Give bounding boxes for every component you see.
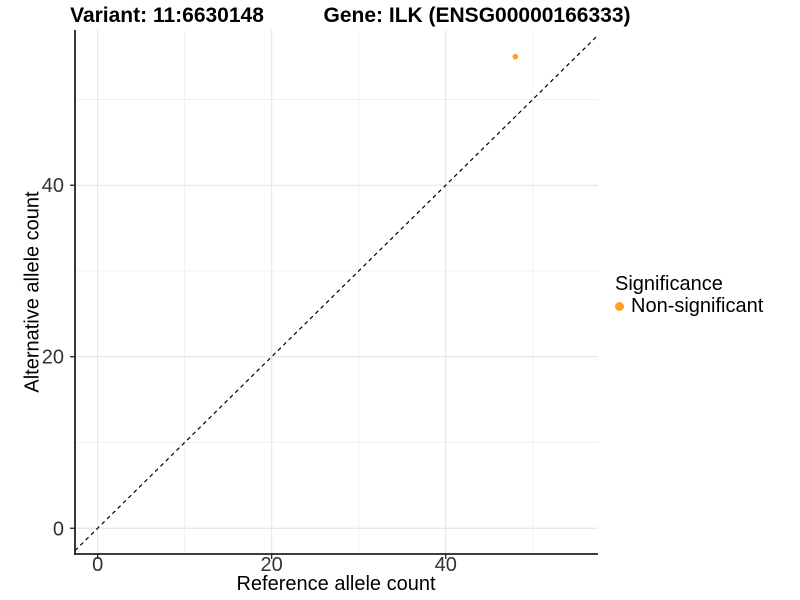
legend: Significance Non-significant	[615, 273, 763, 317]
x-tick-label: 40	[435, 554, 457, 576]
legend-item-label: Non-significant	[631, 295, 764, 317]
y-tick-label: 40	[42, 175, 64, 197]
x-tick-label: 0	[92, 554, 103, 576]
legend-title: Significance	[615, 273, 723, 295]
legend-dot-icon	[615, 301, 624, 311]
data-point	[512, 53, 519, 60]
gene-title: Gene: ILK (ENSG00000166333)	[323, 4, 631, 27]
variant-title: Variant: 11:6630148	[70, 4, 264, 27]
y-axis-title: Alternative allele count	[21, 191, 44, 393]
legend-item: Non-significant	[615, 295, 763, 317]
x-tick-label: 20	[261, 554, 283, 576]
x-axis-title: Reference allele count	[236, 573, 436, 595]
y-tick-label: 0	[53, 518, 64, 540]
identity-line	[74, 34, 599, 551]
y-tick-label: 20	[42, 347, 64, 369]
